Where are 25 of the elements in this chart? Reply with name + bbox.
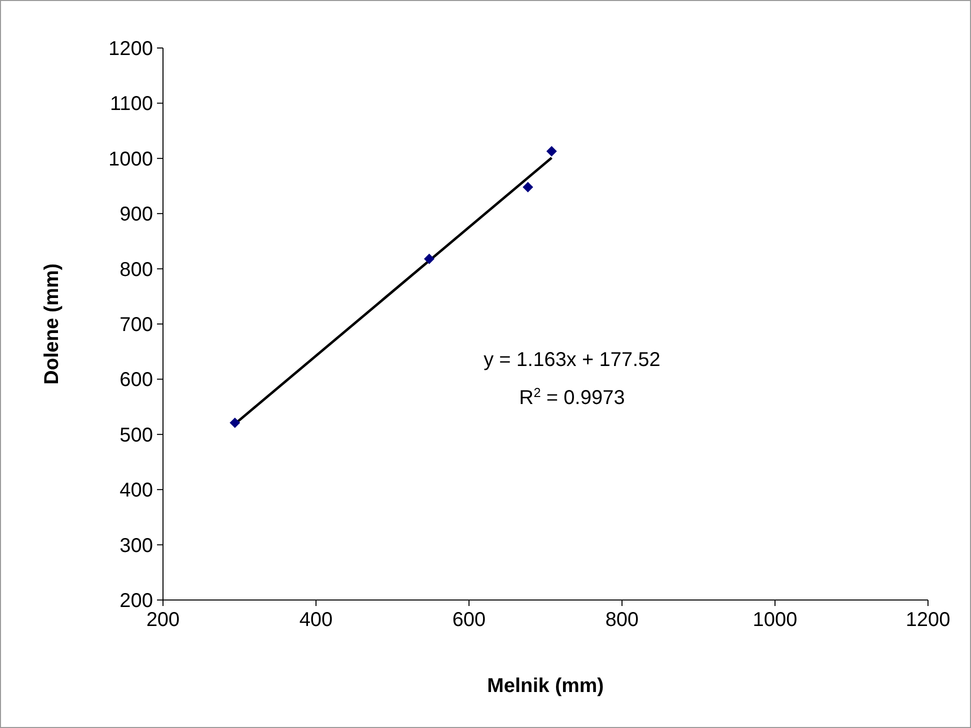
y-axis-title: Dolene (mm) <box>41 263 63 385</box>
y-tick-label: 1100 <box>110 93 153 116</box>
annotation: y = 1.163x + 177.52 <box>484 349 660 371</box>
y-tick-label: 800 <box>120 258 153 281</box>
y-tick-label: 1000 <box>108 148 153 170</box>
x-tick-label: 1200 <box>906 609 950 631</box>
y-tick-label: 300 <box>120 534 153 557</box>
point <box>546 146 557 156</box>
x-tick-label: 1000 <box>752 609 798 631</box>
y-tick-label: 500 <box>120 424 153 446</box>
point <box>424 254 434 264</box>
x-tick-label: 400 <box>299 609 333 631</box>
x-tick-label: 800 <box>605 609 639 631</box>
y-tick-label: 400 <box>120 480 153 502</box>
point <box>230 418 240 428</box>
annotation: R$^{2}$ = 0.9973 <box>519 384 625 409</box>
point <box>522 182 534 192</box>
x-tick-label: 600 <box>452 609 486 631</box>
y-tick-label: 1200 <box>108 38 153 60</box>
y-tick-label: 700 <box>120 314 153 336</box>
y-tick-label: 900 <box>120 204 153 226</box>
x-tick-label: 200 <box>146 609 180 631</box>
x-axis-title: Melnik (mm) <box>487 675 604 697</box>
y-tick-label: 600 <box>120 369 153 392</box>
y-tick-label: 200 <box>120 590 153 612</box>
